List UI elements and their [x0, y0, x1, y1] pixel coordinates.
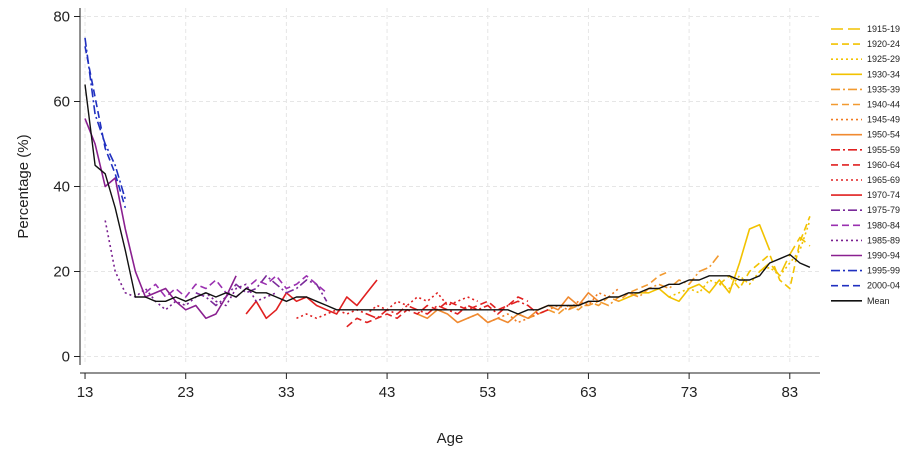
y-axis-label: Percentage (%): [15, 134, 32, 238]
y-tick-label: 40: [53, 179, 70, 196]
ticks: 0 20 40 60 80 13 23 33 43 53 63 73 83: [53, 9, 798, 402]
series-line-1985-89: [104, 220, 277, 311]
legend-label: 1925-29: [867, 54, 900, 64]
legend-label: 1975-79: [867, 205, 900, 215]
series-line-1955-59: [366, 300, 549, 320]
legend-label: 1985-89: [867, 235, 900, 245]
legend-label: 1945-49: [867, 115, 900, 125]
legend-label: 2000-04: [867, 281, 900, 291]
x-tick-label: 53: [479, 384, 496, 401]
legend-label: 1980-84: [867, 220, 900, 230]
legend-label: 1940-44: [867, 100, 900, 110]
series-line-1990-94: [84, 118, 237, 320]
legend-label: 1935-39: [867, 84, 900, 94]
y-tick-label: 0: [62, 349, 70, 366]
x-tick-label: 73: [681, 384, 698, 401]
legend-label: 1960-64: [867, 160, 900, 170]
legend-label: 1955-59: [867, 145, 900, 155]
legend-label: 1920-24: [867, 39, 900, 49]
legend-label: 1995-99: [867, 266, 900, 276]
legend-label: Mean: [867, 296, 890, 306]
x-tick-label: 13: [77, 384, 94, 401]
series-line-1920-24: [718, 216, 811, 290]
legend-label: 1950-54: [867, 130, 900, 140]
x-tick-label: 23: [177, 384, 194, 401]
x-tick-label: 33: [278, 384, 295, 401]
x-tick-label: 63: [580, 384, 597, 401]
legend-label: 1990-94: [867, 251, 900, 261]
grid: [80, 8, 820, 365]
legend-label: 1915-19: [867, 24, 900, 34]
legend-label: 1970-74: [867, 190, 900, 200]
series-lines: [84, 37, 811, 328]
series-line-1970-74: [245, 279, 378, 320]
x-axis-label: Age: [437, 430, 464, 447]
legend-label: 1930-34: [867, 69, 900, 79]
legend: 1915-19 1920-24 1925-29 1930-34 1935-39 1940-…: [831, 24, 900, 306]
x-tick-label: 83: [781, 384, 798, 401]
series-line-1925-29: [668, 220, 811, 298]
x-tick-label: 43: [379, 384, 396, 401]
series-line-1950-54: [416, 291, 600, 324]
series-line-1930-34: [618, 224, 771, 303]
series-line-2000-04: [84, 46, 127, 209]
y-tick-label: 80: [53, 9, 70, 26]
legend-label: 1965-69: [867, 175, 900, 185]
y-tick-label: 20: [53, 264, 70, 281]
y-tick-label: 60: [53, 94, 70, 111]
series-line-mean: [84, 84, 811, 315]
series-line-1995-99: [84, 37, 127, 200]
